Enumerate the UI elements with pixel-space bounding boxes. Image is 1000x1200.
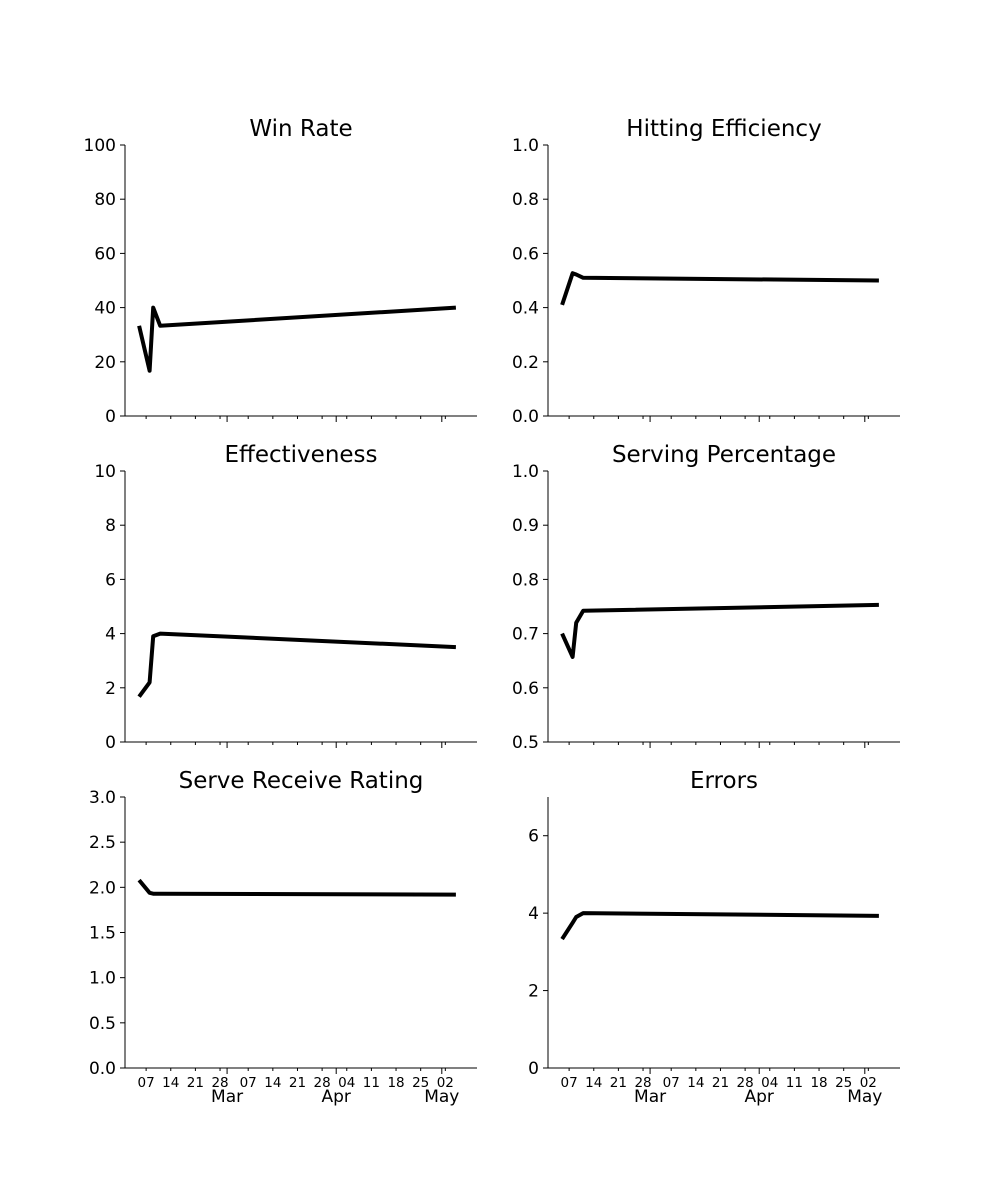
y-tick-label: 2.5 <box>89 833 116 853</box>
x-day-label: 14 <box>687 1075 704 1091</box>
x-day-label: 14 <box>264 1075 281 1091</box>
y-tick-label: 0.7 <box>512 625 539 645</box>
y-tick-label: 100 <box>84 136 116 156</box>
x-day-label: 25 <box>835 1075 852 1091</box>
subplot-title: Win Rate <box>249 116 352 142</box>
subplot-3: Effectiveness 0 2 4 6 8 10 <box>94 442 477 753</box>
x-day-label: 28 <box>314 1075 331 1091</box>
x-day-label: 07 <box>138 1075 155 1091</box>
y-tick-label: 1.5 <box>89 924 116 944</box>
y-tick-label: 6 <box>528 827 539 847</box>
subplot-5: Serve Receive Rating 0.0 0.5 1.0 1.5 2.0 2.5 3.… <box>89 768 477 1107</box>
y-tick-label: 0.0 <box>89 1059 116 1079</box>
y-tick-label: 10 <box>94 462 116 482</box>
series-line <box>137 305 457 373</box>
x-month-label: Apr <box>744 1087 773 1107</box>
x-month-label: Mar <box>634 1087 666 1107</box>
y-tick-label: 0.8 <box>512 190 539 210</box>
x-day-label: 07 <box>663 1075 680 1091</box>
x-day-label: 02 <box>437 1075 454 1091</box>
x-day-label: 04 <box>761 1075 778 1091</box>
series-line <box>137 878 456 897</box>
x-day-label: 02 <box>860 1075 877 1091</box>
y-tick-label: 80 <box>94 190 116 210</box>
x-day-label: 04 <box>338 1075 355 1091</box>
y-tick-label: 4 <box>105 625 116 645</box>
y-tick-label: 1.0 <box>89 969 116 989</box>
y-tick-label: 0 <box>528 1059 539 1079</box>
y-tick-label: 1.0 <box>512 136 539 156</box>
y-tick-label: 0.9 <box>512 516 539 536</box>
x-day-label: 18 <box>387 1075 404 1091</box>
y-tick-label: 0 <box>105 407 116 427</box>
x-day-label: 14 <box>162 1075 179 1091</box>
x-day-label: 07 <box>240 1075 257 1091</box>
series-line <box>137 631 456 698</box>
y-tick-label: 0.6 <box>512 244 539 264</box>
y-tick-label: 0.5 <box>89 1014 116 1034</box>
x-month-label: May <box>847 1087 882 1107</box>
subplot-2: Hitting Efficiency 0.0 0.2 0.4 0.6 0.8 1.0 <box>512 116 900 427</box>
x-day-label: 21 <box>610 1075 627 1091</box>
x-day-label: 11 <box>786 1075 803 1091</box>
subplot-title: Hitting Efficiency <box>626 116 821 142</box>
x-day-label: 11 <box>363 1075 380 1091</box>
y-tick-label: 20 <box>94 353 116 373</box>
y-tick-label: 6 <box>105 570 116 590</box>
y-tick-label: 0.5 <box>512 733 539 753</box>
subplot-4: Serving Percentage 0.5 0.6 0.7 0.8 0.9 1.0 <box>512 442 900 753</box>
y-tick-label: 0.4 <box>512 299 539 319</box>
series-line <box>560 271 879 306</box>
y-tick-label: 2 <box>105 679 116 699</box>
x-month-label: Apr <box>321 1087 350 1107</box>
y-tick-label: 0.2 <box>512 353 539 373</box>
subplot-title: Errors <box>690 768 758 794</box>
x-month-label: May <box>424 1087 459 1107</box>
subplot-title: Serving Percentage <box>612 442 836 468</box>
subplot-1: Win Rate 0 20 40 60 80 100 <box>84 116 477 427</box>
x-day-label: 25 <box>412 1075 429 1091</box>
y-tick-label: 0.0 <box>512 407 539 427</box>
x-day-label: 18 <box>810 1075 827 1091</box>
y-tick-label: 0 <box>105 733 116 753</box>
y-tick-label: 60 <box>94 244 116 264</box>
y-tick-label: 3.0 <box>89 788 116 808</box>
subplot-title: Serve Receive Rating <box>179 768 424 794</box>
x-day-label: 28 <box>634 1075 651 1091</box>
x-day-label: 21 <box>289 1075 306 1091</box>
y-tick-label: 8 <box>105 516 116 536</box>
x-day-label: 28 <box>211 1075 228 1091</box>
y-tick-label: 4 <box>528 904 539 924</box>
y-tick-label: 2.0 <box>89 878 116 898</box>
y-tick-label: 40 <box>94 299 116 319</box>
x-day-label: 14 <box>585 1075 602 1091</box>
x-day-label: 07 <box>561 1075 578 1091</box>
y-tick-label: 1.0 <box>512 462 539 482</box>
y-tick-label: 0.8 <box>512 570 539 590</box>
y-tick-label: 0.6 <box>512 679 539 699</box>
y-tick-label: 2 <box>528 982 539 1002</box>
series-line <box>560 911 879 941</box>
subplot-title: Effectiveness <box>224 442 377 468</box>
x-day-label: 28 <box>737 1075 754 1091</box>
x-day-label: 21 <box>712 1075 729 1091</box>
x-month-label: Mar <box>211 1087 243 1107</box>
x-day-label: 21 <box>187 1075 204 1091</box>
series-line <box>560 602 879 659</box>
